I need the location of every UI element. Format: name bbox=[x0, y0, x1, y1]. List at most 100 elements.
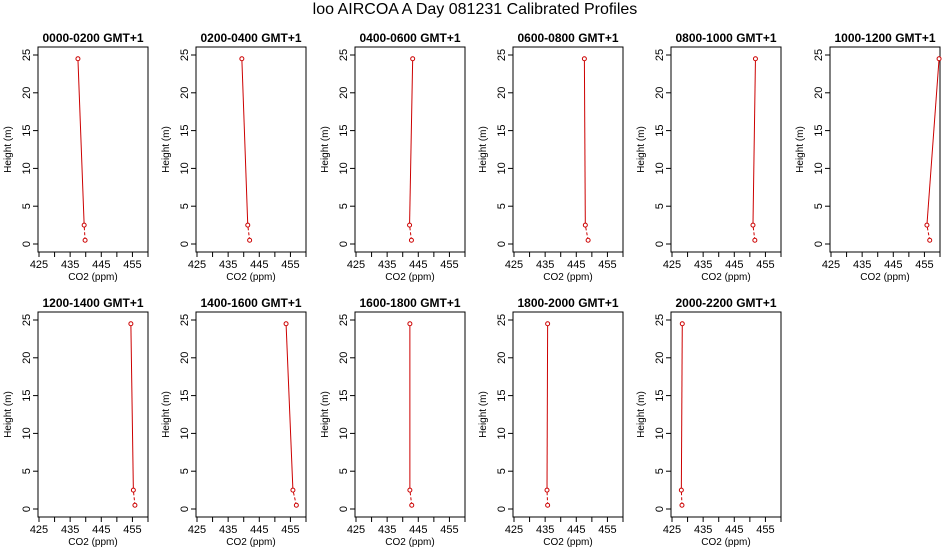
y-axis-label: Height (m) bbox=[3, 126, 14, 173]
y-tick-label: 0 bbox=[338, 506, 350, 512]
y-tick-label: 5 bbox=[654, 468, 666, 474]
data-point bbox=[245, 222, 251, 228]
panel-title: 1600-1800 GMT+1 bbox=[359, 296, 460, 310]
plot-frame bbox=[512, 311, 624, 518]
profile-line-segment bbox=[583, 58, 586, 226]
y-tick-label: 15 bbox=[654, 124, 666, 136]
y-tick-label: 5 bbox=[496, 203, 508, 209]
x-tick-label: 455 bbox=[440, 259, 458, 271]
x-tick-label: 435 bbox=[536, 524, 554, 536]
y-tick-label: 20 bbox=[179, 87, 191, 99]
y-tick-label: 5 bbox=[813, 203, 825, 209]
x-axis-label: CO2 (ppm) bbox=[860, 272, 909, 283]
y-tick-label: 10 bbox=[813, 162, 825, 174]
y-tick-label: 15 bbox=[654, 389, 666, 401]
plot-frame bbox=[354, 311, 466, 518]
x-tick-label: 425 bbox=[822, 259, 840, 271]
y-axis-label: Height (m) bbox=[320, 126, 331, 173]
data-point bbox=[585, 237, 591, 243]
y-tick-label: 15 bbox=[179, 124, 191, 136]
y-tick-label: 10 bbox=[496, 427, 508, 439]
profile-line-segment bbox=[680, 490, 683, 506]
data-point bbox=[132, 502, 138, 508]
data-point bbox=[679, 321, 685, 327]
profile-line-segment bbox=[132, 490, 136, 506]
x-tick-label: 455 bbox=[123, 524, 141, 536]
x-tick-label: 445 bbox=[725, 259, 743, 271]
y-tick-label: 0 bbox=[179, 241, 191, 247]
data-point bbox=[407, 222, 413, 228]
data-point bbox=[81, 222, 87, 228]
y-tick-label: 5 bbox=[654, 203, 666, 209]
data-point bbox=[678, 487, 684, 493]
x-tick-label: 425 bbox=[347, 524, 365, 536]
data-point bbox=[582, 222, 588, 228]
x-tick-label: 455 bbox=[756, 259, 774, 271]
y-axis-label: Height (m) bbox=[478, 391, 489, 438]
data-point bbox=[283, 321, 289, 327]
data-point bbox=[544, 487, 550, 493]
data-point bbox=[128, 321, 134, 327]
profile-chart: 0200-0400 GMT+1 Height (m) CO2 (ppm) 0 5 10 15… bbox=[161, 31, 307, 283]
y-tick-label: 10 bbox=[179, 427, 191, 439]
x-axis-label: CO2 (ppm) bbox=[701, 537, 750, 548]
x-axis-label: CO2 (ppm) bbox=[68, 272, 117, 283]
x-tick-label: 435 bbox=[694, 524, 712, 536]
x-tick-label: 435 bbox=[61, 524, 79, 536]
data-point bbox=[75, 56, 81, 62]
data-point bbox=[927, 237, 933, 243]
data-point bbox=[290, 487, 296, 493]
y-tick-label: 10 bbox=[21, 162, 33, 174]
x-tick-label: 445 bbox=[725, 524, 743, 536]
x-tick-label: 445 bbox=[884, 259, 902, 271]
x-tick-label: 425 bbox=[663, 259, 681, 271]
y-tick-label: 25 bbox=[496, 49, 508, 61]
panel-title: 1400-1600 GMT+1 bbox=[200, 296, 301, 310]
profile-chart: 0600-0800 GMT+1 Height (m) CO2 (ppm) 0 5 10 15… bbox=[478, 31, 624, 283]
x-tick-label: 455 bbox=[123, 259, 141, 271]
y-tick-label: 0 bbox=[654, 506, 666, 512]
x-tick-label: 455 bbox=[598, 259, 616, 271]
y-axis-label: Height (m) bbox=[478, 126, 489, 173]
y-axis-label: Height (m) bbox=[161, 126, 172, 173]
y-tick-label: 25 bbox=[338, 49, 350, 61]
y-tick-label: 0 bbox=[338, 241, 350, 247]
x-tick-label: 445 bbox=[92, 524, 110, 536]
profile-line-segment bbox=[247, 225, 251, 241]
profile-line-segment bbox=[77, 58, 85, 226]
x-tick-label: 445 bbox=[567, 524, 585, 536]
x-tick-label: 435 bbox=[853, 259, 871, 271]
y-tick-label: 20 bbox=[21, 352, 33, 364]
profile-line-segment bbox=[926, 225, 931, 241]
y-tick-label: 20 bbox=[338, 352, 350, 364]
x-tick-label: 455 bbox=[915, 259, 933, 271]
y-tick-label: 10 bbox=[338, 162, 350, 174]
x-tick-label: 445 bbox=[409, 524, 427, 536]
y-tick-label: 25 bbox=[21, 49, 33, 61]
y-tick-label: 5 bbox=[179, 203, 191, 209]
profile-line-segment bbox=[83, 225, 86, 241]
x-tick-label: 435 bbox=[219, 259, 237, 271]
y-tick-label: 20 bbox=[496, 352, 508, 364]
x-tick-label: 445 bbox=[250, 524, 268, 536]
plot-frame bbox=[195, 46, 307, 253]
profile-line-segment bbox=[409, 225, 412, 241]
panel-title: 2000-2200 GMT+1 bbox=[675, 296, 776, 310]
y-tick-label: 25 bbox=[338, 314, 350, 326]
panel-title: 0200-0400 GMT+1 bbox=[200, 31, 301, 45]
y-tick-label: 20 bbox=[338, 87, 350, 99]
page-title: loo AIRCOA A Day 081231 Calibrated Profi… bbox=[312, 1, 638, 18]
y-tick-label: 15 bbox=[338, 124, 350, 136]
x-tick-label: 425 bbox=[30, 259, 48, 271]
data-point bbox=[936, 56, 942, 62]
y-tick-label: 25 bbox=[813, 49, 825, 61]
data-point bbox=[750, 222, 756, 228]
x-tick-label: 435 bbox=[378, 524, 396, 536]
y-tick-label: 25 bbox=[496, 314, 508, 326]
y-axis-label: Height (m) bbox=[3, 391, 14, 438]
panel-title: 1200-1400 GMT+1 bbox=[42, 296, 143, 310]
data-point bbox=[82, 237, 88, 243]
y-tick-label: 15 bbox=[496, 124, 508, 136]
y-tick-label: 5 bbox=[21, 203, 33, 209]
